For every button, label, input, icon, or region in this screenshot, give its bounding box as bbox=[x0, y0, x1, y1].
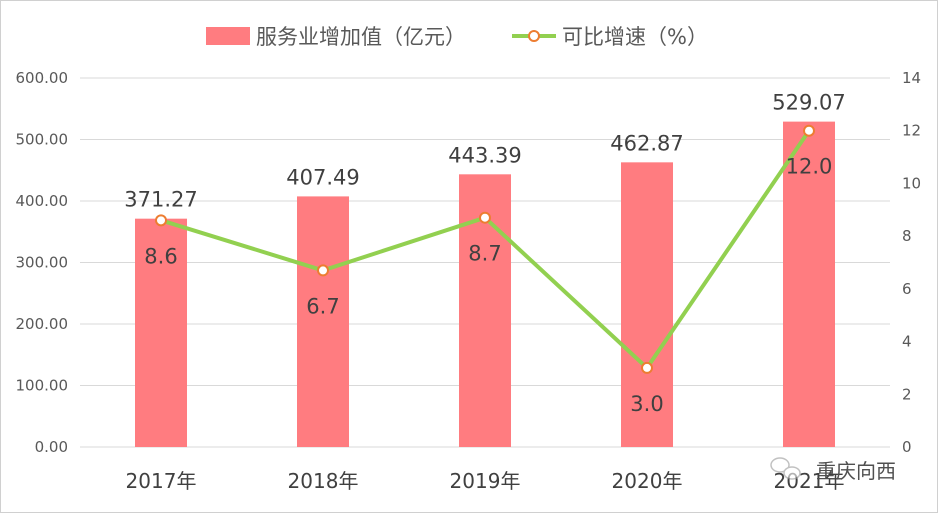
left-axis-tick: 200.00 bbox=[16, 315, 69, 333]
bar bbox=[621, 162, 673, 447]
left-axis-tick: 500.00 bbox=[16, 131, 69, 149]
bar-data-label: 407.49 bbox=[286, 165, 359, 189]
legend-bar-swatch bbox=[206, 27, 250, 45]
right-axis-tick: 14 bbox=[902, 69, 921, 87]
legend: 服务业增加值（亿元） 可比增速（%） bbox=[206, 25, 708, 49]
line-marker bbox=[317, 264, 329, 277]
left-axis-tick: 300.00 bbox=[16, 254, 69, 272]
bar-data-label: 443.39 bbox=[448, 143, 521, 167]
right-axis-tick: 12 bbox=[902, 122, 921, 140]
line-marker bbox=[641, 361, 653, 374]
right-axis-tick: 4 bbox=[902, 333, 912, 351]
line-data-label: 12.0 bbox=[786, 155, 833, 179]
legend-bar-label: 服务业增加值（亿元） bbox=[256, 25, 466, 49]
bar bbox=[783, 121, 835, 447]
watermark: 重庆向西 bbox=[770, 457, 896, 483]
line-data-label: 3.0 bbox=[630, 392, 663, 416]
right-axis-tick: 8 bbox=[902, 227, 912, 245]
line-data-label: 8.6 bbox=[144, 244, 177, 268]
category-label: 2017年 bbox=[126, 469, 197, 493]
line-data-label: 8.7 bbox=[468, 242, 501, 266]
right-axis-tick: 2 bbox=[902, 385, 912, 403]
wechat-icon bbox=[770, 457, 801, 480]
watermark-text: 重庆向西 bbox=[816, 459, 896, 483]
line-data-label: 6.7 bbox=[306, 294, 339, 318]
category-label: 2020年 bbox=[612, 469, 683, 493]
bar-data-label: 462.87 bbox=[610, 131, 683, 155]
right-axis-tick: 10 bbox=[902, 174, 921, 192]
line-marker bbox=[155, 214, 167, 227]
bar bbox=[297, 196, 349, 447]
bar bbox=[135, 218, 187, 447]
left-axis-tick: 400.00 bbox=[16, 192, 69, 210]
category-label: 2018年 bbox=[288, 469, 359, 493]
left-axis-tick: 100.00 bbox=[16, 377, 69, 395]
legend-line-label: 可比增速（%） bbox=[562, 25, 708, 49]
left-axis-tick: 0.00 bbox=[35, 438, 68, 456]
bar-data-label: 529.07 bbox=[772, 91, 845, 115]
category-label: 2019年 bbox=[450, 469, 521, 493]
right-axis-tick: 0 bbox=[902, 438, 912, 456]
legend-line-marker bbox=[528, 30, 540, 42]
left-axis-tick: 600.00 bbox=[16, 69, 69, 87]
right-axis-tick: 6 bbox=[902, 280, 912, 298]
line-marker bbox=[803, 124, 815, 137]
line-marker bbox=[479, 211, 491, 224]
bar-data-label: 371.27 bbox=[124, 188, 197, 212]
